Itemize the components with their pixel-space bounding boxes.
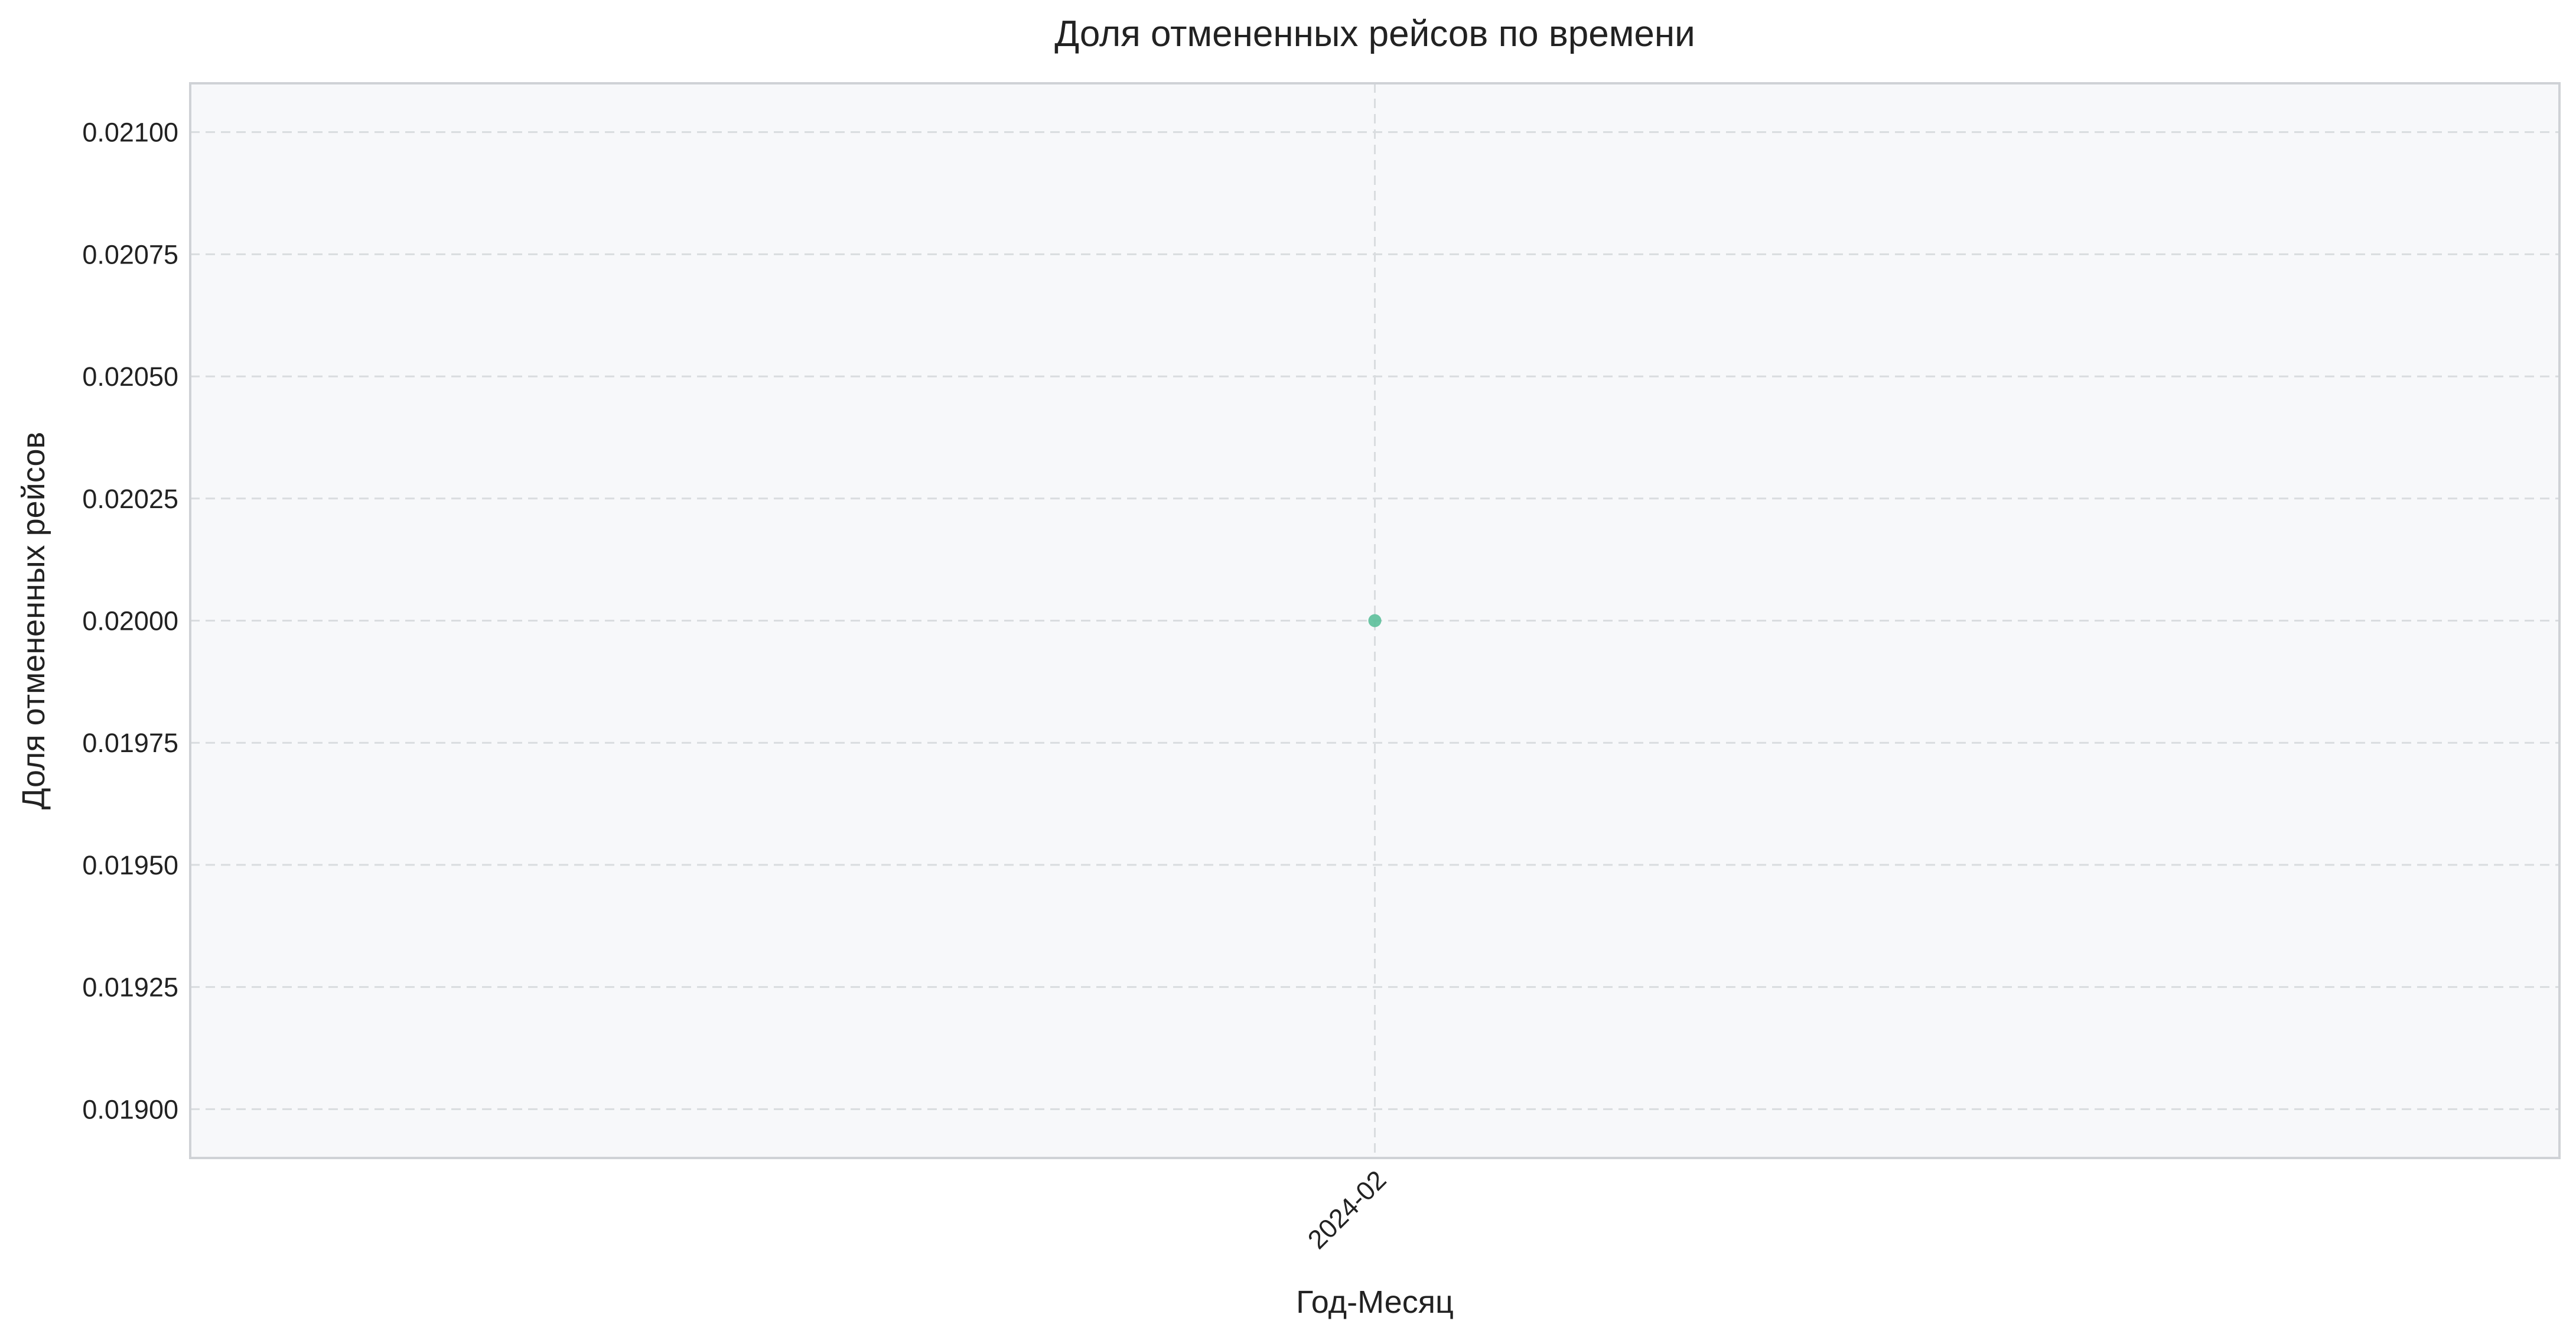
plot-frame — [189, 82, 2561, 1159]
y-tick-label: 0.02075 — [82, 239, 178, 269]
data-series — [1368, 614, 1382, 627]
y-tick-label: 0.01975 — [82, 728, 178, 758]
x-tick-label: 2024-02 — [1302, 1164, 1392, 1255]
y-tick-label: 0.02050 — [82, 362, 178, 392]
y-tick-label: 0.01900 — [82, 1094, 178, 1124]
y-tick-label: 0.01925 — [82, 972, 178, 1003]
y-tick-label: 0.02100 — [82, 118, 178, 148]
chart-title: Доля отмененных рейсов по времени — [1054, 14, 1695, 54]
grid — [190, 83, 2559, 1158]
y-tick-label: 0.02025 — [82, 484, 178, 514]
x-axis: 2024-02 — [1302, 1164, 1392, 1255]
data-point — [1368, 614, 1382, 627]
x-axis-label: Год-Месяц — [1296, 1284, 1454, 1320]
y-tick-label: 0.02000 — [82, 606, 178, 636]
y-tick-label: 0.01950 — [82, 850, 178, 880]
y-axis: 0.01900 0.01925 0.01950 0.01975 0.02000 0.020… — [82, 118, 178, 1125]
y-axis-label: Доля отмененных рейсов — [16, 432, 51, 809]
